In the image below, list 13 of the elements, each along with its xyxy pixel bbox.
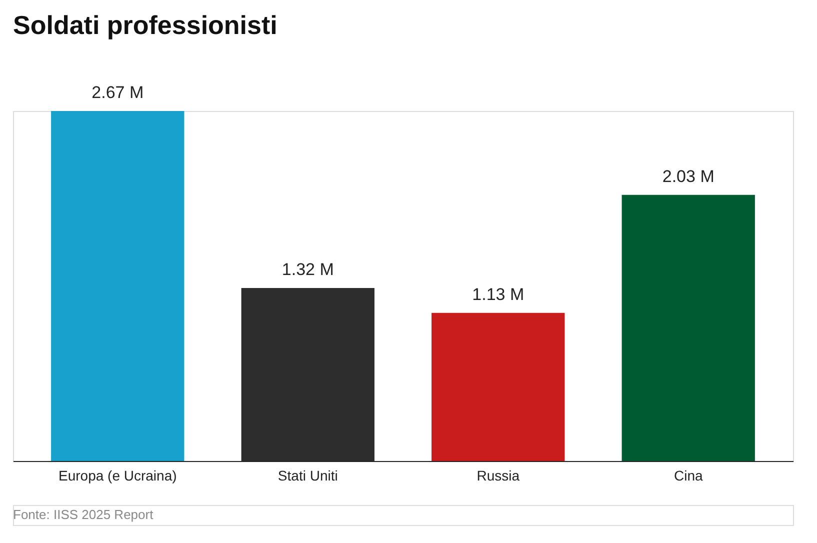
x-tick-label: Stati Uniti bbox=[278, 468, 338, 484]
x-tick-label: Europa (e Ucraina) bbox=[58, 468, 177, 484]
bar bbox=[432, 312, 565, 461]
source-note: Fonte: IISS 2025 Report bbox=[13, 507, 154, 522]
chart-title: Soldati professionisti bbox=[13, 10, 278, 40]
x-tick-label: Russia bbox=[476, 468, 520, 484]
bar bbox=[622, 194, 755, 461]
bar bbox=[51, 111, 184, 461]
data-label: 1.32 M bbox=[282, 260, 334, 279]
x-tick-label: Cina bbox=[674, 468, 703, 484]
data-label: 1.13 M bbox=[472, 284, 524, 304]
data-label: 2.67 M bbox=[92, 83, 144, 102]
data-label: 2.03 M bbox=[662, 166, 714, 186]
